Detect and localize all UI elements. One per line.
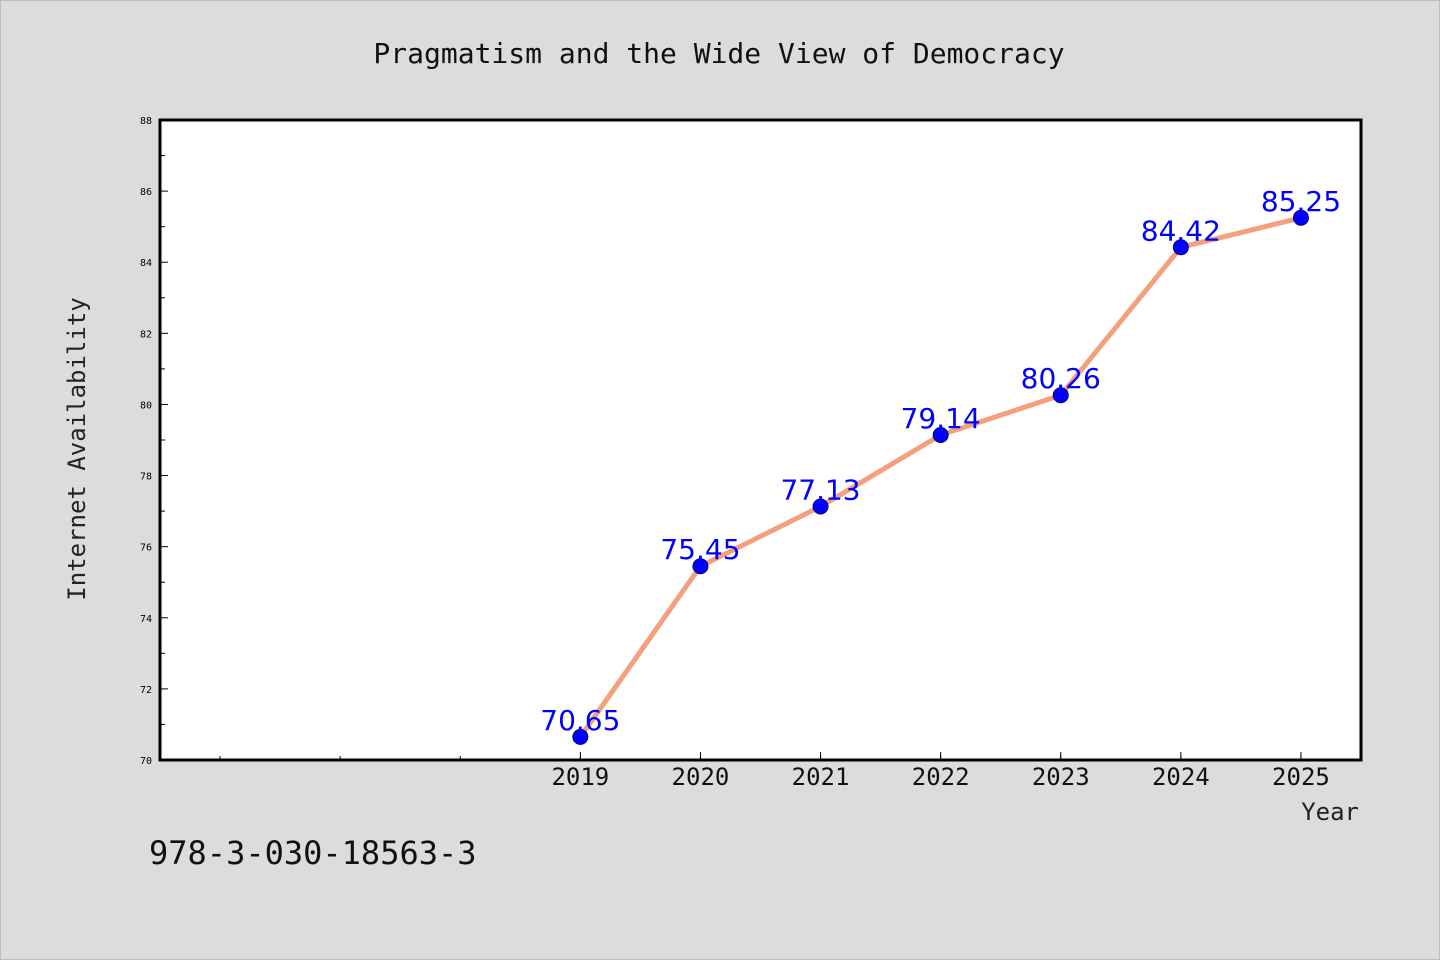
data-label: 80.26 <box>1021 362 1101 395</box>
data-label: 85.25 <box>1261 185 1341 218</box>
x-axis-label: Year <box>1301 798 1359 826</box>
x-tick-label: 2022 <box>912 763 970 791</box>
data-point <box>812 498 829 515</box>
y-tick-label: 78 <box>140 472 152 483</box>
chart-title: Pragmatism and the Wide View of Democrac… <box>373 37 1064 70</box>
x-tick-label: 2019 <box>551 763 609 791</box>
y-tick-label: 74 <box>140 614 152 625</box>
y-tick-label: 84 <box>140 258 152 269</box>
plot-area <box>160 120 1361 760</box>
y-tick-label: 72 <box>140 685 152 696</box>
y-tick-label: 80 <box>140 400 152 411</box>
data-label: 77.13 <box>780 473 860 506</box>
plot-border <box>158 118 1363 762</box>
y-tick-label: 82 <box>140 329 152 340</box>
isbn-text: 978-3-030-18563-3 <box>149 834 477 872</box>
x-axis: 2019 2020 2021 2022 2023 2024 2025 <box>219 752 1330 791</box>
y-tick-label: 86 <box>140 187 152 198</box>
data-point <box>572 728 589 745</box>
data-label: 84.42 <box>1141 214 1221 247</box>
data-labels: 70.65 75.45 77.13 79.14 80.26 84.42 85.25 <box>540 185 1341 737</box>
x-tick-label: 2020 <box>672 763 730 791</box>
x-tick-label: 2025 <box>1272 763 1330 791</box>
data-point <box>1052 387 1069 404</box>
data-label: 79.14 <box>901 402 981 435</box>
data-points <box>572 209 1309 745</box>
x-tick-label: 2023 <box>1032 763 1090 791</box>
data-point <box>692 558 709 575</box>
data-label: 75.45 <box>660 533 740 566</box>
data-label: 70.65 <box>540 704 620 737</box>
y-tick-label: 76 <box>140 543 152 554</box>
data-point <box>1292 209 1309 226</box>
y-axis-label: Internet Availability <box>63 297 91 600</box>
data-point <box>932 427 949 444</box>
x-tick-label: 2024 <box>1152 763 1210 791</box>
x-tick-label: 2021 <box>792 763 850 791</box>
y-tick-label: 88 <box>140 116 152 127</box>
y-tick-label: 70 <box>140 756 152 767</box>
data-point <box>1172 239 1189 256</box>
